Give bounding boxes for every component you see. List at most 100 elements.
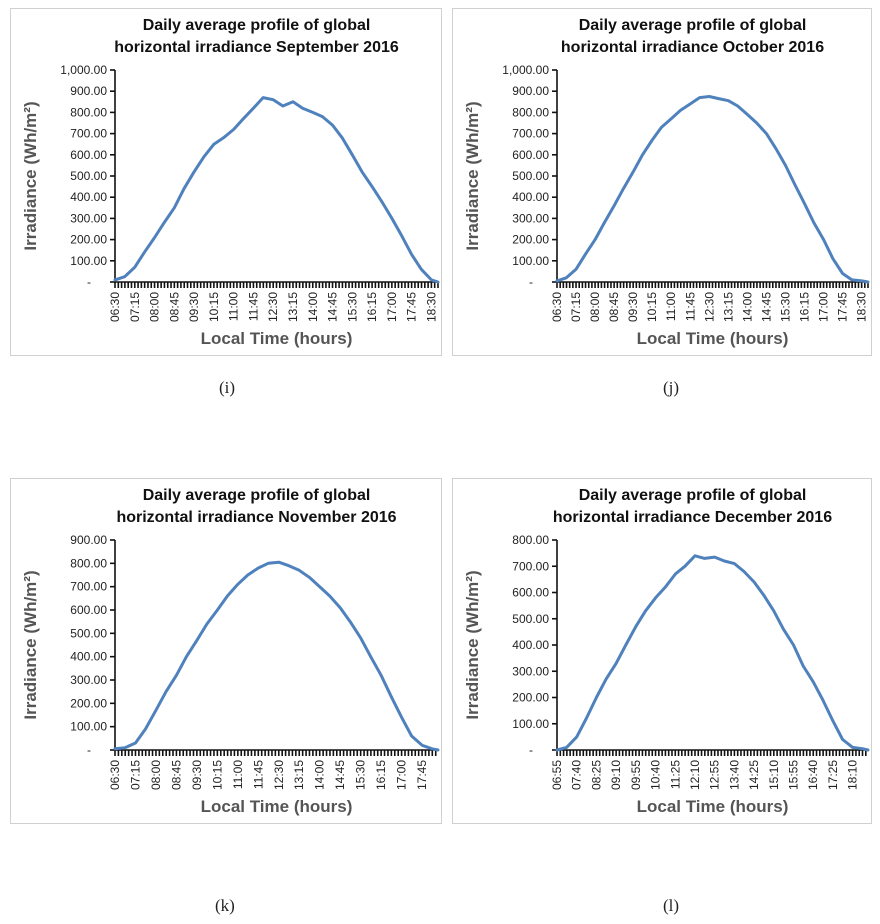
chart-title-line: horizontal irradiance September 2016 (114, 39, 399, 56)
y-tick-label: 900.00 (70, 84, 107, 98)
series-line (113, 96, 440, 284)
y-tick-label: 300.00 (512, 211, 549, 225)
x-tick-label: 17:45 (836, 292, 850, 322)
x-tick-label: 10:15 (210, 760, 224, 790)
y-tick-label: 400.00 (70, 190, 107, 204)
chart-frame (452, 478, 872, 824)
chart-frame (10, 478, 442, 824)
x-tick-label: 11:45 (246, 292, 260, 321)
x-tick-label: 14:45 (759, 292, 773, 322)
x-tick-label: 15:55 (787, 760, 801, 790)
y-tick-label: 100.00 (70, 254, 107, 268)
x-tick-label: 11:45 (683, 292, 697, 321)
y-tick-label: 500.00 (70, 626, 107, 640)
y-tick-label: - (529, 275, 533, 289)
x-tick-label: 13:15 (292, 760, 306, 790)
y-tick-label: 500.00 (70, 169, 107, 183)
x-tick-label: 11:00 (664, 292, 678, 321)
chart-title-line: horizontal irradiance October 2016 (561, 39, 824, 56)
x-tick-label: 15:10 (767, 760, 781, 790)
caption-i: (i) (219, 378, 236, 397)
y-tick-label: 800.00 (512, 533, 549, 547)
y-axis-label: Irradiance (Wh/m²) (463, 101, 482, 250)
x-tick-label: 14:25 (747, 760, 761, 790)
x-tick-label: 17:25 (826, 760, 840, 790)
x-tick-label: 07:15 (128, 760, 142, 790)
y-tick-label: 1,000.00 (60, 63, 107, 77)
series-line (113, 560, 440, 752)
y-tick-label: 300.00 (70, 211, 107, 225)
x-tick-label: 12:55 (708, 760, 722, 790)
series-line (555, 95, 870, 284)
y-tick-label: 100.00 (70, 720, 107, 734)
x-tick-label: 17:00 (385, 292, 399, 322)
y-tick-label: 200.00 (70, 696, 107, 710)
x-tick-label: 09:30 (190, 760, 204, 790)
x-axis-label: Local Time (hours) (637, 797, 789, 816)
x-tick-label: 07:15 (569, 292, 583, 322)
y-tick-label: - (87, 743, 91, 757)
x-tick-label: 14:00 (740, 292, 754, 322)
y-tick-label: - (87, 275, 91, 289)
x-tick-label: 09:10 (609, 760, 623, 790)
y-tick-label: 800.00 (70, 105, 107, 119)
chart-frame (452, 8, 872, 356)
chart-panel-september: Daily average profile of global horizonta… (10, 8, 442, 356)
x-tick-label: 18:30 (424, 292, 438, 322)
y-tick-label: 600.00 (512, 586, 549, 600)
chart-title-line: horizontal irradiance November 2016 (116, 509, 396, 526)
x-tick-label: 08:00 (588, 292, 602, 322)
y-tick-label: 400.00 (512, 638, 549, 652)
y-tick-label: 200.00 (512, 691, 549, 705)
caption-k: (k) (215, 896, 235, 915)
x-tick-label: 13:15 (721, 292, 735, 322)
x-tick-label: 14:45 (326, 292, 340, 322)
y-axis-label: Irradiance (Wh/m²) (21, 570, 40, 719)
chart-title-line: horizontal irradiance December 2016 (553, 509, 832, 526)
x-tick-label: 16:15 (798, 292, 812, 322)
x-tick-label: 09:30 (187, 292, 201, 322)
y-tick-label: 900.00 (70, 533, 107, 547)
caption-j: (j) (663, 378, 680, 397)
chart-title-line: Daily average profile of global (579, 487, 807, 504)
x-tick-label: 11:25 (668, 760, 682, 789)
x-tick-label: 08:25 (589, 760, 603, 790)
chart-title-line: Daily average profile of global (579, 17, 807, 34)
x-tick-label: 12:30 (272, 760, 286, 790)
x-tick-label: 12:30 (266, 292, 280, 322)
x-tick-label: 17:45 (415, 760, 429, 790)
y-tick-label: 900.00 (512, 84, 549, 98)
chart-svg-december: Daily average profile of global horizonta… (452, 478, 872, 824)
y-tick-label: 300.00 (512, 664, 549, 678)
caption-l: (l) (663, 896, 680, 915)
y-tick-label: 800.00 (70, 556, 107, 570)
x-tick-label: 14:00 (306, 292, 320, 322)
y-tick-label: 600.00 (70, 148, 107, 162)
x-tick-label: 11:00 (231, 760, 245, 789)
y-tick-label: 300.00 (70, 673, 107, 687)
x-tick-label: 17:00 (395, 760, 409, 790)
chart-panel-november: Daily average profile of global horizonta… (10, 478, 442, 824)
x-tick-label: 11:00 (227, 292, 241, 321)
x-tick-label: 10:40 (649, 760, 663, 790)
x-tick-label: 08:00 (149, 760, 163, 790)
x-tick-label: 10:15 (645, 292, 659, 322)
x-tick-label: 16:15 (365, 292, 379, 322)
x-tick-label: 13:15 (286, 292, 300, 322)
chart-svg-november: Daily average profile of global horizonta… (10, 478, 442, 824)
y-tick-label: 700.00 (70, 127, 107, 141)
y-tick-label: 400.00 (70, 650, 107, 664)
x-tick-label: 17:00 (817, 292, 831, 322)
chart-title-line: Daily average profile of global (143, 17, 371, 34)
y-tick-label: 400.00 (512, 190, 549, 204)
x-tick-label: 13:40 (727, 760, 741, 790)
y-tick-label: 100.00 (512, 254, 549, 268)
x-tick-label: 09:30 (626, 292, 640, 322)
chart-svg-september: Daily average profile of global horizonta… (10, 8, 442, 356)
x-axis-label: Local Time (hours) (637, 329, 789, 348)
x-tick-label: 09:55 (629, 760, 643, 790)
x-axis-label: Local Time (hours) (201, 797, 353, 816)
x-tick-label: 16:15 (374, 760, 388, 790)
y-axis-label: Irradiance (Wh/m²) (21, 101, 40, 250)
x-tick-label: 16:40 (806, 760, 820, 790)
